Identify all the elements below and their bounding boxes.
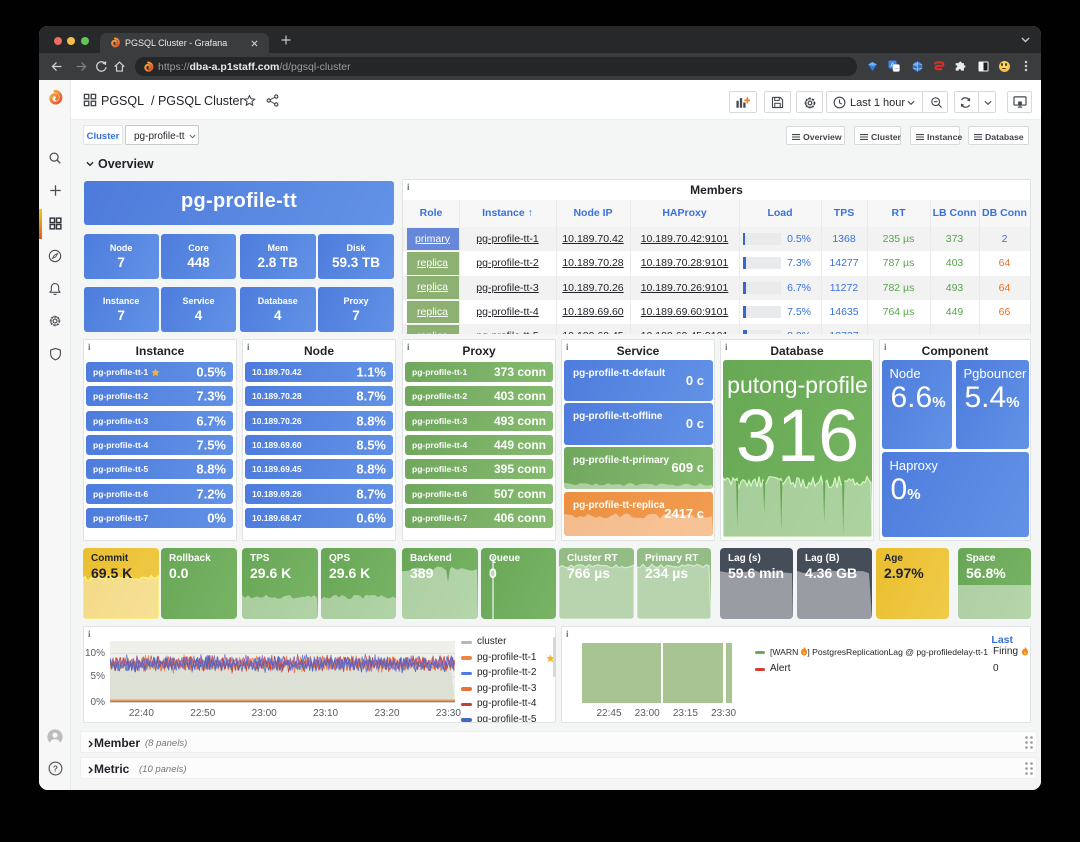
svg-text:?: ? (52, 764, 57, 774)
svg-text:~: ~ (894, 66, 898, 72)
